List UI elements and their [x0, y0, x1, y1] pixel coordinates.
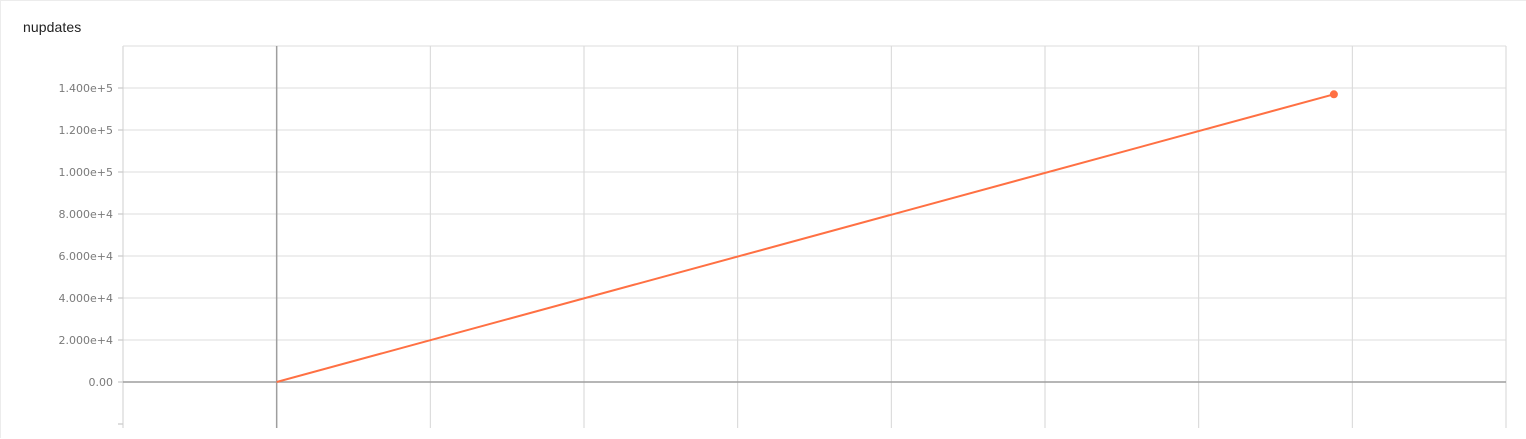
y-tick-label: 0.00	[89, 376, 114, 389]
y-tick-label: 6.000e+4	[59, 250, 113, 263]
y-tick-labels: 0.00 2.000e+4 4.000e+4 6.000e+4 8.000e+4 1.00…	[59, 82, 113, 389]
y-tick-label: 1.200e+5	[59, 124, 113, 137]
axes	[123, 46, 1506, 428]
chart-title: nupdates	[23, 19, 82, 35]
last-point-marker	[1329, 90, 1338, 99]
y-tick-label: 4.000e+4	[59, 292, 113, 305]
series-layer	[276, 90, 1338, 383]
y-tick-label: 2.000e+4	[59, 334, 113, 347]
series-line	[276, 93, 1335, 383]
y-tick-label: 8.000e+4	[59, 208, 113, 221]
y-tick-label: 1.000e+5	[59, 166, 113, 179]
grid-lines	[118, 45, 1507, 428]
y-tick-label: 1.400e+5	[59, 82, 113, 95]
